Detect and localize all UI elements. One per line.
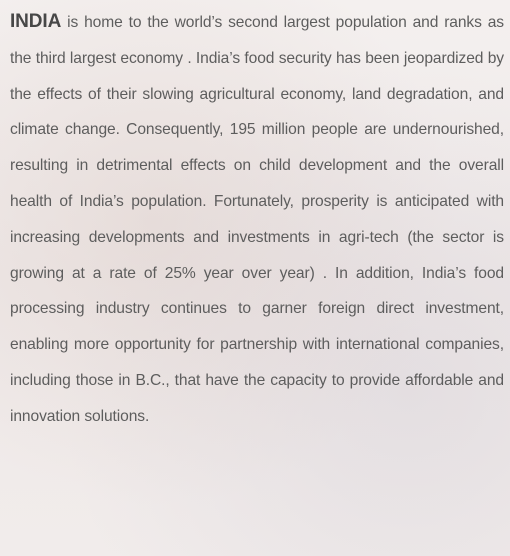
paragraph: INDIA is home to the world’s second larg… — [10, 4, 504, 435]
paragraph-text: is home to the world’s second largest po… — [10, 14, 504, 425]
lead-word: INDIA — [10, 11, 62, 32]
